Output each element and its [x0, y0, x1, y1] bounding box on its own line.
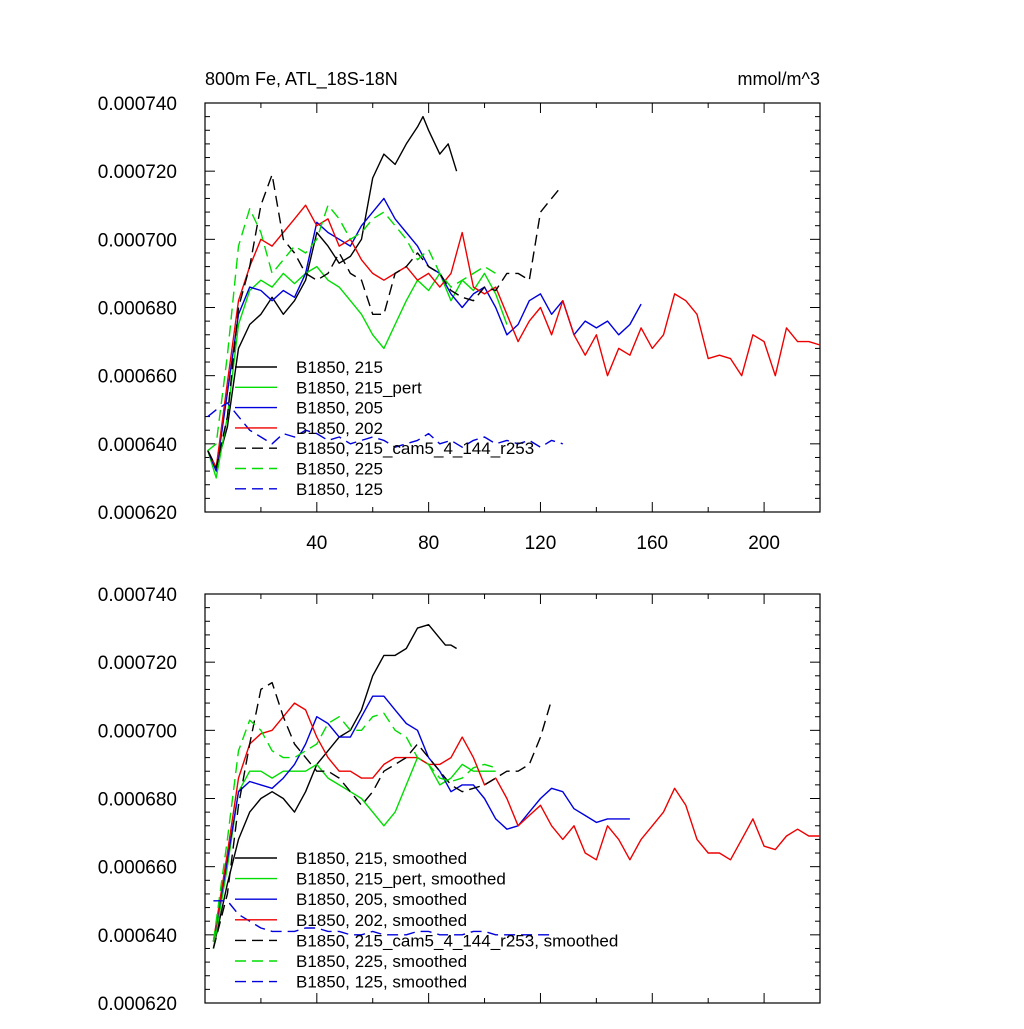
- y-tick-label: 0.000680: [98, 299, 177, 320]
- y-tick-label: 0.000740: [98, 585, 177, 606]
- y-tick-label: 0.000620: [98, 503, 177, 524]
- legend-label: B1850, 215_pert: [296, 378, 422, 397]
- legend-label: B1850, 125: [296, 480, 383, 499]
- series-line: [207, 204, 497, 452]
- y-tick-label: 0.000700: [98, 721, 177, 742]
- legend-label: B1850, 225, smoothed: [296, 952, 467, 971]
- series-line: [212, 695, 630, 942]
- y-tick-label: 0.000740: [98, 94, 177, 115]
- series-line: [207, 265, 508, 479]
- chart-title: 800m Fe, ATL_18S-18N: [205, 69, 398, 90]
- y-tick-label: 0.000680: [98, 790, 177, 811]
- bottom-panel: 0.000620 0.000640 0.000660 0.000680 0.000700…: [98, 585, 821, 1015]
- legend-label: B1850, 215_cam5_4_144_r253, smoothed: [296, 931, 618, 950]
- series-line: [212, 624, 457, 949]
- top-panel: 800m Fe, ATL_18S-18N mmol/m^3 40 80 120 160…: [98, 69, 821, 554]
- x-tick-label: 160: [636, 533, 668, 554]
- legend-label: B1850, 202, smoothed: [296, 911, 467, 930]
- bottom-legend: B1850, 215, smoothed B1850, 215_pert, smo…: [235, 849, 618, 992]
- series-line: [207, 402, 564, 448]
- legend-label: B1850, 215_pert, smoothed: [296, 870, 506, 889]
- y-tick-label: 0.000700: [98, 230, 177, 251]
- series-line: [207, 197, 642, 472]
- y-tick-label: 0.000720: [98, 162, 177, 183]
- series-line: [212, 702, 820, 942]
- y-tick-label: 0.000620: [98, 994, 177, 1015]
- legend-label: B1850, 215, smoothed: [296, 849, 467, 868]
- legend-label: B1850, 215: [296, 358, 383, 377]
- x-tick-label: 200: [748, 533, 780, 554]
- series-line: [207, 173, 561, 469]
- x-tick-label: 120: [525, 533, 557, 554]
- legend-label: B1850, 125, smoothed: [296, 973, 467, 992]
- series-line: [212, 756, 496, 949]
- y-tick-label: 0.000720: [98, 653, 177, 674]
- legend-label: B1850, 205: [296, 399, 383, 418]
- legend-label: B1850, 215_cam5_4_144_r253: [296, 439, 534, 458]
- legend-label: B1850, 205, smoothed: [296, 890, 467, 909]
- y-tick-label: 0.000640: [98, 926, 177, 947]
- series-line: [213, 900, 552, 936]
- x-tick-label: 40: [306, 533, 327, 554]
- top-axes: 40 80 120 160 200 0.000620 0.000640 0.000660 0.0…: [98, 94, 821, 554]
- bottom-axes: 0.000620 0.000640 0.000660 0.000680 0.000700…: [98, 585, 821, 1015]
- units-label: mmol/m^3: [738, 69, 820, 89]
- series-line: [212, 712, 496, 942]
- series-line: [207, 115, 458, 469]
- bottom-series-group: [212, 624, 820, 949]
- series-line: [207, 204, 821, 469]
- top-series-group: [207, 115, 821, 479]
- x-tick-label: 80: [418, 533, 439, 554]
- y-tick-label: 0.000660: [98, 367, 177, 388]
- legend-label: B1850, 202: [296, 419, 383, 438]
- y-tick-label: 0.000640: [98, 435, 177, 456]
- legend-label: B1850, 225: [296, 460, 383, 479]
- series-line: [212, 681, 553, 949]
- y-tick-label: 0.000660: [98, 858, 177, 879]
